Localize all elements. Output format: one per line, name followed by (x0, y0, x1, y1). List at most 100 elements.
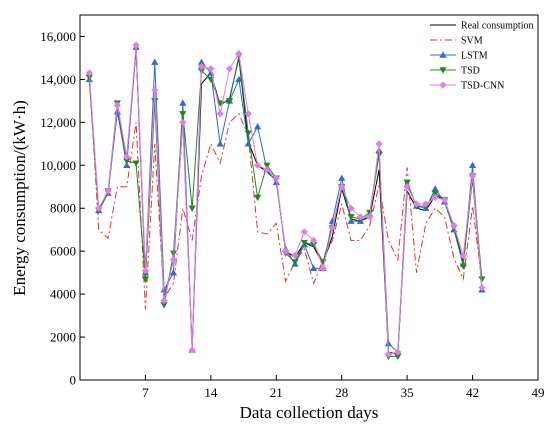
data-point-tsd-cnn (431, 193, 439, 202)
data-point-tsd-cnn (300, 228, 308, 236)
x-tick-label: 28 (335, 385, 348, 400)
data-point-tsd-cnn (310, 236, 318, 245)
data-point-tsd-cnn (188, 346, 196, 354)
data-point-tsd (179, 111, 187, 118)
data-point-tsd (300, 239, 308, 247)
data-point-tsd (225, 98, 234, 105)
data-point-tsd-cnn (207, 65, 215, 73)
legend-marker-tsd-cnn (439, 81, 447, 89)
y-tick-label: 6000 (50, 244, 76, 259)
data-point-lstm (431, 185, 439, 192)
data-point-tsd-cnn (319, 264, 327, 272)
data-point-lstm (197, 58, 206, 65)
data-point-lstm (169, 269, 178, 276)
data-point-tsd-cnn (85, 69, 93, 77)
data-point-tsd-cnn (422, 200, 430, 208)
data-point-tsd-cnn (403, 183, 411, 191)
data-point-tsd-cnn (151, 86, 159, 94)
data-point-tsd-cnn (95, 204, 103, 212)
series-svm (88, 72, 483, 310)
x-tick-label: 7 (142, 385, 149, 400)
legend-marker-tsd (439, 67, 447, 74)
y-tick-label: 8000 (50, 201, 76, 216)
data-point-tsd (141, 276, 150, 283)
data-point-tsd-cnn (225, 65, 234, 73)
series-line-svm (88, 72, 483, 310)
data-point-tsd-cnn (141, 266, 150, 275)
data-point-tsd-cnn (253, 161, 262, 169)
data-point-tsd-cnn (291, 251, 299, 260)
legend-label-tsd-cnn: TSD-CNN (461, 81, 504, 92)
legend-marker-lstm (439, 51, 447, 58)
legend: Real consumption SVM LSTM TSD TSD-CNN (430, 21, 534, 92)
data-point-tsd (310, 242, 318, 249)
data-point-tsd-cnn (394, 348, 402, 356)
data-point-tsd (123, 158, 131, 165)
data-point-tsd (431, 190, 439, 197)
series-layer (85, 41, 486, 360)
data-point-tsd-cnn (113, 101, 121, 109)
data-point-lstm (123, 161, 131, 168)
plot-frame (79, 14, 539, 381)
data-point-tsd-cnn (459, 251, 467, 260)
data-point-tsd-cnn (244, 110, 252, 118)
data-point-tsd-cnn (450, 221, 458, 230)
data-point-tsd-cnn (366, 213, 374, 221)
legend-label-svm: SVM (461, 36, 483, 47)
data-point-tsd-cnn (328, 223, 336, 232)
data-point-tsd (188, 205, 196, 212)
data-point-tsd-cnn (216, 110, 224, 118)
data-point-lstm (310, 264, 318, 272)
data-point-lstm (235, 75, 243, 83)
data-point-lstm (179, 99, 187, 106)
data-point-tsd (263, 162, 271, 169)
data-point-lstm (347, 217, 355, 224)
legend-label-real-consumption: Real consumption (461, 21, 534, 32)
data-point-tsd (459, 263, 467, 270)
x-axis-ticks: 7 14 21 28 35 42 49 (142, 375, 545, 400)
data-point-tsd (216, 100, 224, 107)
data-point-lstm (216, 140, 224, 147)
y-tick-label: 12,000 (40, 115, 76, 130)
data-point-tsd-cnn (412, 200, 421, 208)
data-point-tsd (291, 259, 299, 266)
x-tick-label: 42 (466, 385, 479, 400)
y-tick-label: 14,000 (40, 72, 76, 87)
legend-label-tsd: TSD (461, 66, 480, 77)
data-point-lstm (338, 174, 346, 181)
y-axis-label: Energy consumption/(kW·h) (10, 100, 29, 296)
data-point-tsd-cnn (272, 174, 280, 182)
y-tick-label: 10,000 (40, 158, 76, 173)
data-point-tsd-cnn (282, 247, 290, 255)
y-tick-label: 4000 (50, 287, 76, 302)
data-point-tsd (151, 98, 159, 105)
series-tsd-cnn (85, 41, 486, 358)
data-point-tsd-cnn (235, 50, 243, 58)
data-point-tsd (160, 302, 168, 309)
data-point-tsd-cnn (132, 41, 140, 49)
y-tick-label: 16,000 (40, 29, 76, 44)
data-point-tsd-cnn (468, 172, 477, 180)
legend-label-lstm: LSTM (461, 51, 488, 62)
y-tick-label: 0 (70, 373, 77, 388)
data-point-tsd-cnn (263, 165, 271, 174)
data-point-tsd-cnn (123, 153, 131, 161)
data-point-tsd (132, 160, 140, 167)
data-point-tsd-cnn (384, 350, 393, 358)
data-point-tsd-cnn (169, 256, 178, 264)
x-axis-label: Data collection days (240, 403, 379, 422)
data-point-tsd (347, 214, 355, 221)
data-point-tsd (478, 276, 486, 283)
data-point-lstm (253, 123, 262, 130)
x-tick-label: 14 (204, 385, 218, 400)
data-point-tsd-cnn (375, 140, 383, 148)
y-axis-ticks: 0 2000 4000 6000 8000 10,000 12,000 14,000 16,00… (40, 29, 85, 388)
data-point-lstm (468, 161, 477, 168)
x-tick-label: 49 (532, 385, 545, 400)
data-point-tsd-cnn (197, 62, 206, 71)
x-tick-label: 21 (270, 385, 283, 400)
data-point-tsd (403, 179, 411, 187)
data-point-tsd-cnn (338, 183, 346, 191)
data-point-tsd-cnn (160, 296, 168, 305)
